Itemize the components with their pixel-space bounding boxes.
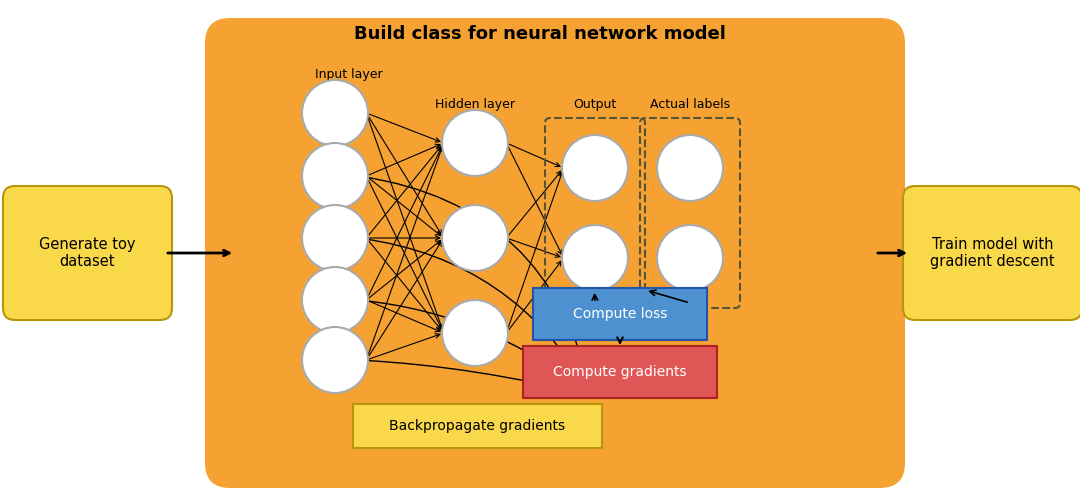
Circle shape [442,110,508,176]
Text: Actual labels: Actual labels [650,98,730,111]
Circle shape [302,267,368,333]
FancyBboxPatch shape [523,346,717,398]
Text: Generate toy
dataset: Generate toy dataset [39,237,136,269]
Circle shape [442,205,508,271]
FancyBboxPatch shape [534,288,707,340]
FancyBboxPatch shape [903,186,1080,320]
FancyArrowPatch shape [363,175,591,393]
Circle shape [562,135,627,201]
FancyArrowPatch shape [363,358,589,395]
Circle shape [302,205,368,271]
Text: Output: Output [573,98,617,111]
Text: Hidden layer: Hidden layer [435,98,515,111]
FancyBboxPatch shape [205,18,905,488]
FancyBboxPatch shape [353,404,602,448]
Circle shape [302,143,368,209]
Text: Compute loss: Compute loss [572,307,667,321]
Text: Build class for neural network model: Build class for neural network model [354,25,726,43]
FancyArrowPatch shape [363,237,590,393]
FancyBboxPatch shape [3,186,172,320]
Text: Train model with
gradient descent: Train model with gradient descent [930,237,1055,269]
Circle shape [442,300,508,366]
Circle shape [302,80,368,146]
FancyArrowPatch shape [363,298,590,394]
Circle shape [657,135,723,201]
Circle shape [302,327,368,393]
Circle shape [562,225,627,291]
Text: Compute gradients: Compute gradients [553,365,687,379]
Circle shape [657,225,723,291]
Text: Input layer: Input layer [315,68,382,81]
Text: Backpropagate gradients: Backpropagate gradients [390,419,566,433]
